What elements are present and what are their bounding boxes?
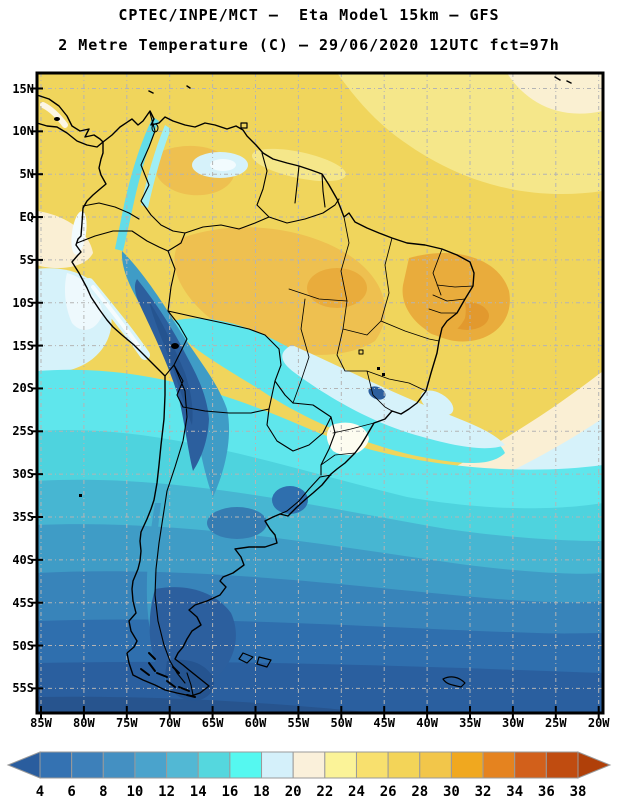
colorbar-cell-22 xyxy=(324,751,357,779)
lat-label-30S: 30S xyxy=(12,467,34,482)
country-borders xyxy=(37,76,572,698)
colorbar-cell-12 xyxy=(166,751,199,779)
lon-label-85W: 85W xyxy=(30,716,52,730)
colorbar-tick-38: 38 xyxy=(570,784,587,800)
lon-label-50W: 50W xyxy=(330,716,353,730)
colorbar-cell-4 xyxy=(39,751,73,779)
colorbar-cell-18 xyxy=(261,751,294,779)
lat-label-35S: 35S xyxy=(12,510,34,524)
lat-label-15N: 15N xyxy=(12,81,34,96)
lon-label-35W: 35W xyxy=(459,716,481,730)
lat-label-10N: 10N xyxy=(12,124,34,139)
colorbar-cell-20 xyxy=(292,751,326,779)
lon-label-70W: 70W xyxy=(158,716,181,730)
colorbar-cell-16 xyxy=(229,751,263,779)
colorbar-cell-26 xyxy=(387,751,421,779)
colorbar-tick-28: 28 xyxy=(411,784,428,800)
colorbar-tick-22: 22 xyxy=(316,784,333,800)
temp-field xyxy=(37,73,603,713)
colorbar-cell-10 xyxy=(134,751,168,779)
colorbar-tick-36: 36 xyxy=(538,784,555,800)
colorbar-tick-32: 32 xyxy=(475,784,492,800)
colorbar-tick-14: 14 xyxy=(190,784,207,800)
colorbar: 4 6 8 10 12 14 16 18 20 22 24 26 28 30 32 34 36 38 xyxy=(6,751,612,800)
colorbar-tick-4: 4 xyxy=(36,784,44,800)
lat-label-40S: 40S xyxy=(12,552,34,567)
lon-label-55W: 55W xyxy=(287,716,310,730)
colorbar-cell-8 xyxy=(102,751,136,779)
colorbar-cell-28 xyxy=(419,751,452,779)
axis-ticks xyxy=(31,87,600,719)
colorbar-cell-14 xyxy=(197,751,231,779)
colorbar-cell-36 xyxy=(545,751,579,779)
lon-label-45W: 45W xyxy=(373,716,396,730)
lat-label-EQ: EQ xyxy=(19,210,34,225)
colorbar-tick-18: 18 xyxy=(253,784,270,800)
colorbar-cell-30 xyxy=(450,751,484,779)
colorbar-tick-20: 20 xyxy=(285,784,302,800)
colorbar-tick-12: 12 xyxy=(158,784,175,800)
lon-label-20W: 20W xyxy=(587,716,610,730)
lat-label-55S: 55S xyxy=(12,681,34,696)
page-subtitle: 2 Metre Temperature (C) – 29/06/2020 12U… xyxy=(58,36,560,54)
map-frame xyxy=(35,71,605,715)
colorbar-tick-24: 24 xyxy=(348,784,365,800)
colorbar-tick-10: 10 xyxy=(127,784,144,800)
colorbar-tick-6: 6 xyxy=(67,784,75,800)
colorbar-tick-26: 26 xyxy=(380,784,397,800)
colorbar-right-arrow xyxy=(577,751,612,779)
colorbar-tick-8: 8 xyxy=(99,784,107,800)
lon-label-65W: 65W xyxy=(201,716,224,730)
lon-label-60W: 60W xyxy=(244,716,267,730)
colorbar-cell-32 xyxy=(482,751,516,779)
graticule-grid xyxy=(37,73,603,713)
lon-label-25W: 25W xyxy=(544,716,567,730)
lat-label-25S: 25S xyxy=(12,424,34,439)
lat-label-20S: 20S xyxy=(12,381,34,396)
lat-label-10S: 10S xyxy=(12,295,34,310)
colorbar-cell-6 xyxy=(71,751,104,779)
page-title: CPTEC/INPE/MCT – Eta Model 15km – GFS xyxy=(118,6,500,24)
lon-label-75W: 75W xyxy=(115,716,138,730)
colorbar-cell-34 xyxy=(514,751,547,779)
colorbar-tick-16: 16 xyxy=(221,784,238,800)
colorbar-cell-24 xyxy=(355,751,389,779)
lon-label-80W: 80W xyxy=(73,716,95,730)
lat-label-5N: 5N xyxy=(19,167,34,182)
lat-label-5S: 5S xyxy=(19,252,34,267)
lat-label-15S: 15S xyxy=(12,338,34,353)
temperature-map xyxy=(31,71,605,719)
colorbar-tick-30: 30 xyxy=(443,784,460,800)
lat-label-50S: 50S xyxy=(12,638,34,653)
colorbar-left-arrow xyxy=(6,751,41,779)
lon-label-30W: 30W xyxy=(502,716,524,730)
colorbar-tick-34: 34 xyxy=(506,784,523,800)
lon-label-40W: 40W xyxy=(416,716,438,730)
lat-label-45S: 45S xyxy=(12,595,34,610)
